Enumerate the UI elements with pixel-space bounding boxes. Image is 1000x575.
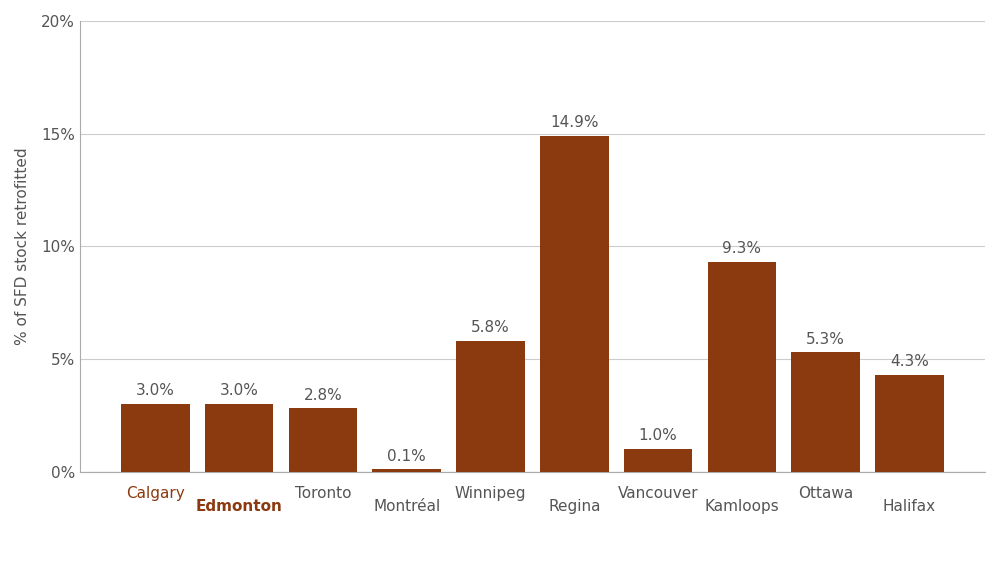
Text: 5.8%: 5.8% xyxy=(471,320,510,335)
Bar xyxy=(540,136,609,471)
Text: 0.1%: 0.1% xyxy=(387,448,426,463)
Text: Regina: Regina xyxy=(548,500,601,515)
Text: Toronto: Toronto xyxy=(295,486,351,501)
Bar xyxy=(372,469,441,472)
Text: 3.0%: 3.0% xyxy=(136,384,175,398)
Bar xyxy=(205,404,273,471)
Text: 3.0%: 3.0% xyxy=(220,384,259,398)
Text: Kamloops: Kamloops xyxy=(705,500,779,515)
Bar xyxy=(708,262,776,471)
Bar xyxy=(289,408,357,472)
Text: 1.0%: 1.0% xyxy=(639,428,677,443)
Text: Edmonton: Edmonton xyxy=(196,500,283,515)
Text: Halifax: Halifax xyxy=(883,500,936,515)
Text: 14.9%: 14.9% xyxy=(550,115,599,131)
Bar xyxy=(456,341,525,471)
Text: 4.3%: 4.3% xyxy=(890,354,929,369)
Text: Ottawa: Ottawa xyxy=(798,486,853,501)
Bar xyxy=(121,404,190,471)
Bar xyxy=(624,449,692,471)
Text: 9.3%: 9.3% xyxy=(722,242,761,256)
Text: Winnipeg: Winnipeg xyxy=(455,486,526,501)
Y-axis label: % of SFD stock retrofitted: % of SFD stock retrofitted xyxy=(15,147,30,345)
Text: 5.3%: 5.3% xyxy=(806,332,845,347)
Text: Calgary: Calgary xyxy=(126,486,185,501)
Bar xyxy=(875,375,944,472)
Bar xyxy=(791,352,860,471)
Text: Montréal: Montréal xyxy=(373,500,440,515)
Text: Vancouver: Vancouver xyxy=(618,486,698,501)
Text: 2.8%: 2.8% xyxy=(304,388,342,403)
